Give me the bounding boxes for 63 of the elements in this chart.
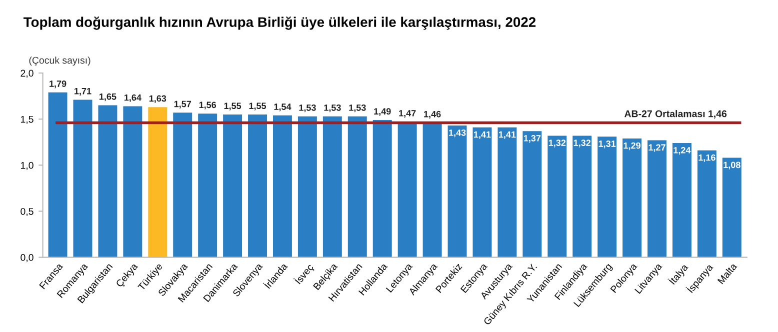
data-label: 1,64: [124, 94, 142, 102]
bar: [648, 140, 666, 258]
bar: [272, 115, 292, 258]
bar: [422, 122, 442, 258]
data-label: 1,27: [648, 144, 666, 152]
data-label: 1,49: [374, 108, 391, 116]
bar: [498, 127, 517, 258]
bar: [73, 100, 92, 258]
data-label: 1,55: [224, 102, 242, 110]
data-label: 1,32: [548, 140, 566, 148]
bar: [198, 114, 218, 258]
data-label: 1,43: [449, 129, 466, 138]
y-tick-label: 1,0: [20, 162, 34, 170]
data-label: 1,65: [99, 93, 116, 102]
data-label: 1,55: [249, 102, 266, 110]
data-label: 1,53: [299, 104, 316, 112]
bar: [98, 105, 118, 258]
bar: [48, 92, 68, 258]
bar: [622, 138, 642, 258]
bar: [223, 114, 242, 258]
y-tick-label: 1,5: [20, 116, 34, 124]
bar: [448, 126, 467, 258]
data-label: 1,53: [324, 104, 341, 112]
data-label: 1,41: [498, 131, 516, 140]
bar: [248, 114, 267, 258]
bar: [372, 120, 392, 258]
data-label: 1,46: [424, 110, 441, 119]
data-label: 1,47: [399, 110, 416, 118]
data-label: 1,53: [349, 104, 366, 112]
bar: [298, 116, 317, 258]
data-label: 1,41: [474, 131, 491, 140]
bar: [348, 116, 367, 258]
data-label: 1,79: [50, 80, 66, 88]
data-label: 1,57: [174, 100, 191, 108]
data-label: 1,24: [674, 146, 691, 155]
bar: [722, 158, 742, 258]
data-label: 1,31: [598, 140, 616, 148]
y-tick-label: 0,5: [20, 208, 34, 216]
data-label: 1,32: [574, 140, 591, 148]
bar: [322, 116, 342, 258]
bar: [572, 136, 592, 258]
y-tick-label: 2,0: [20, 70, 34, 78]
data-label: 1,08: [724, 162, 740, 170]
bar: [697, 150, 716, 258]
bar: [123, 106, 142, 258]
y-tick-label: 0,0: [20, 254, 34, 262]
bar: [598, 136, 617, 258]
ref-line-label: AB-27 Ortalaması 1,46: [624, 110, 727, 119]
bar: [148, 107, 168, 258]
bar: [672, 143, 692, 258]
y-axis-title: (Çocuk sayısı): [29, 56, 90, 66]
data-label: 1,16: [698, 154, 716, 162]
data-label: 1,63: [149, 95, 166, 103]
bar: [472, 127, 492, 258]
data-label: 1,56: [199, 102, 216, 110]
data-label: 1,54: [274, 104, 292, 112]
chart-title: Toplam doğurganlık hızının Avrupa Birliği üye ülkeleri ile karşılaştırması, 2022: [23, 16, 536, 30]
bar: [522, 131, 542, 258]
data-label: 1,37: [524, 135, 541, 143]
data-label: 1,71: [74, 88, 92, 96]
data-label: 1,29: [624, 142, 640, 150]
bar: [173, 112, 192, 258]
bar: [548, 136, 567, 258]
